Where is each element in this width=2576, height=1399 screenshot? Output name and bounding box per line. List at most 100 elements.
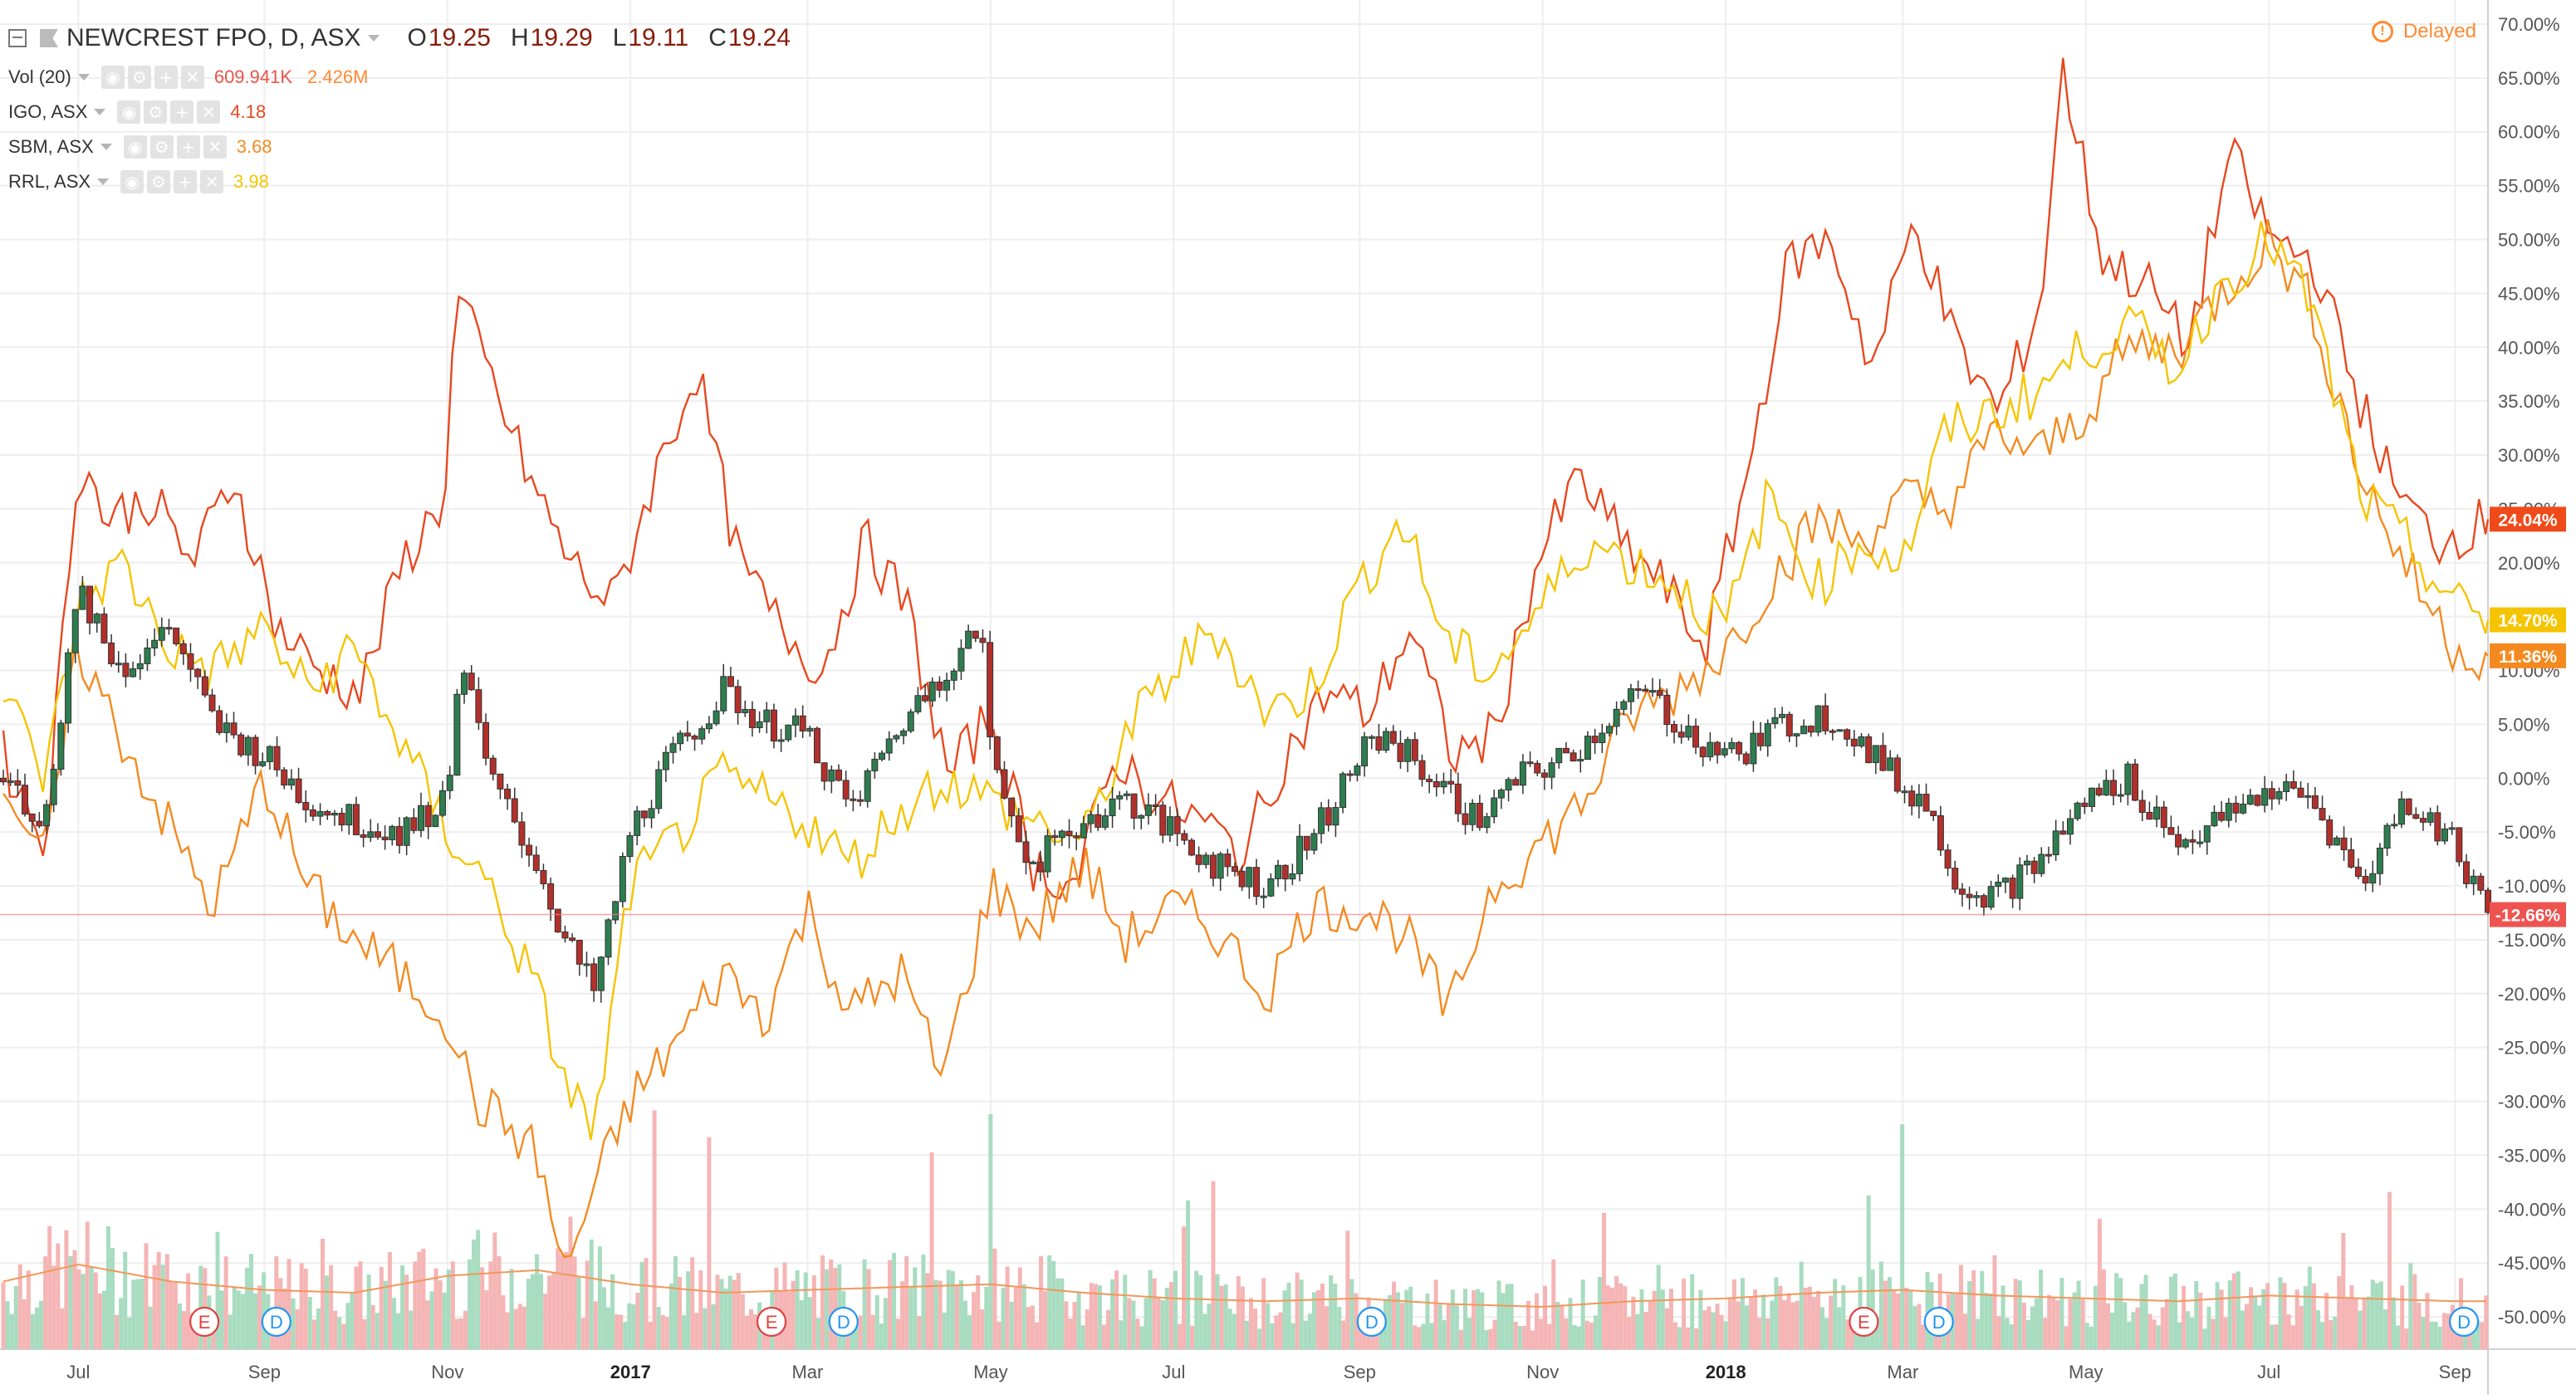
x-tick-label: Sep [248,1362,281,1382]
close-icon[interactable]: ✕ [200,170,224,193]
legend-label[interactable]: IGO, ASX [8,101,88,122]
chevron-down-icon[interactable] [77,74,90,81]
volume-bar [2182,1285,2187,1349]
candle-body [1677,731,1685,738]
dividend-marker[interactable]: D [2448,1306,2480,1338]
volume-bar [1631,1296,1636,1349]
earnings-marker[interactable]: E [756,1306,787,1338]
candle-body [950,670,957,681]
volume-bar [896,1318,901,1349]
dividend-marker[interactable]: D [261,1306,291,1338]
main-series-header[interactable]: NEWCREST FPO, D, ASX O 19.25 H 19.29 L 19.1… [8,17,791,60]
eye-icon[interactable]: ◉ [123,135,147,159]
volume-bar [2480,1322,2485,1349]
delayed-indicator[interactable]: ! Delayed [2371,20,2476,43]
close-icon[interactable]: ✕ [197,100,221,124]
gear-icon[interactable]: ⚙ [149,135,174,159]
volume-bar [727,1275,732,1349]
volume-bar [2345,1298,2350,1349]
y-tick-label: 20.00% [2498,553,2560,574]
dividend-marker[interactable]: D [828,1306,859,1338]
dividend-marker[interactable]: D [1923,1306,1954,1338]
symbol-title[interactable]: NEWCREST FPO, D, ASX [66,24,361,51]
eye-icon[interactable]: ◉ [120,170,144,193]
close-icon[interactable]: ✕ [180,66,204,89]
volume-bar [1925,1271,1930,1349]
volume-bar [2421,1317,2426,1349]
candle-body [1908,790,1916,807]
volume-bar [1043,1290,1048,1349]
volume-bar [1551,1259,1556,1349]
candle-body [2124,763,2132,795]
volume-bar [1186,1200,1191,1349]
volume-bar [2039,1269,2044,1349]
candle-body [547,883,555,910]
ohlc-high-value: 19.29 [530,24,593,51]
candle-body [2045,854,2052,857]
candle-body [2232,802,2240,814]
legend-row[interactable]: Vol (20) ◉ ⚙ + ✕ 609.941K 2.426M [8,60,791,95]
legend-label[interactable]: SBM, ASX [8,136,94,157]
legend-row[interactable]: SBM, ASX ◉ ⚙ + ✕ 3.68 [8,130,791,164]
plus-icon[interactable]: + [174,170,198,193]
legend-row[interactable]: RRL, ASX ◉ ⚙ + ✕ 3.98 [8,164,791,199]
legend-row[interactable]: IGO, ASX ◉ ⚙ + ✕ 4.18 [8,95,791,130]
volume-bar [2366,1296,2371,1349]
candle-body [2059,830,2067,835]
eye-icon[interactable]: ◉ [100,66,125,89]
eye-icon[interactable]: ◉ [117,100,141,124]
volume-bar [833,1268,838,1349]
chevron-down-icon[interactable] [367,35,380,42]
flag-icon[interactable] [40,29,58,47]
plus-icon[interactable]: + [176,135,200,159]
volume-bar [589,1239,594,1349]
collapse-legend-icon[interactable] [8,29,27,47]
candle-body [230,722,238,736]
gear-icon[interactable]: ⚙ [147,170,171,193]
candle-body [461,673,468,695]
volume-bar [34,1307,39,1349]
volume-bar [396,1313,401,1349]
volume-bar [1731,1279,1736,1349]
volume-bar [1215,1274,1220,1349]
candle-body [1144,804,1152,816]
gear-icon[interactable]: ⚙ [127,66,151,89]
candle-body [2311,795,2319,810]
chevron-down-icon[interactable] [100,144,112,150]
candle-body [2319,808,2326,821]
candle-body [972,630,979,639]
gear-icon[interactable]: ⚙ [144,100,168,124]
candle-body [1281,864,1289,880]
candle-body [374,831,381,838]
volume-bar [1723,1321,1728,1349]
volume-bar [2387,1191,2392,1349]
plus-icon[interactable]: + [154,66,178,89]
volume-bar [274,1256,279,1349]
badge-bg [2490,643,2566,668]
earnings-marker[interactable]: E [1849,1306,1879,1338]
volume-bar [1656,1264,1661,1349]
volume-bar [2383,1309,2387,1349]
legend-label[interactable]: Vol (20) [8,66,71,87]
plus-icon[interactable]: + [170,100,194,124]
candle-body [1613,708,1620,727]
legend-label[interactable]: RRL, ASX [8,171,91,192]
volume-bar [1341,1320,1346,1349]
candle-body [144,647,151,664]
earnings-marker[interactable]: E [189,1306,220,1338]
y-tick-label: 0.00% [2498,768,2549,789]
volume-bar [686,1271,691,1349]
chevron-down-icon[interactable] [97,179,110,185]
volume-bar [1576,1326,1581,1349]
last-value-badge: 14.70% [2490,607,2566,633]
chevron-down-icon[interactable] [94,109,106,115]
volume-bar [1017,1267,1022,1349]
candle-body [1361,736,1369,766]
volume-bar [2253,1296,2258,1349]
volume-bar [2412,1274,2417,1349]
close-icon[interactable]: ✕ [203,135,227,159]
volume-bar [2093,1285,2098,1349]
dividend-marker[interactable]: D [1356,1306,1387,1338]
